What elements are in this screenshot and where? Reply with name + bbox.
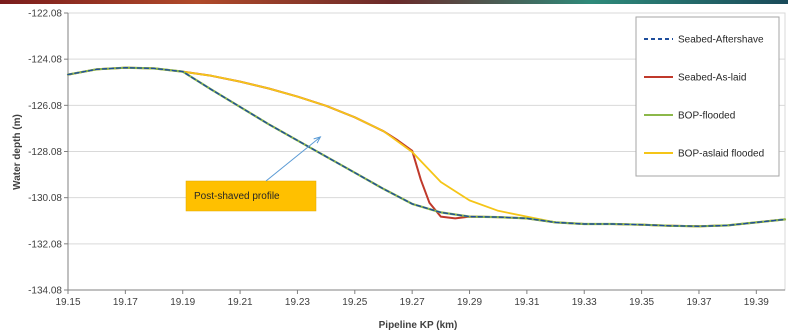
annotation-label: Post-shaved profile	[194, 191, 280, 202]
x-tick-label: 19.21	[228, 297, 253, 308]
x-tick-label: 19.27	[400, 297, 425, 308]
y-tick-label: -134.08	[28, 286, 62, 297]
x-tick-label: 19.35	[629, 297, 654, 308]
annotation-layer: Post-shaved profile	[185, 136, 322, 212]
x-axis-title: Pipeline KP (km)	[379, 320, 458, 331]
y-tick-label: -126.08	[28, 101, 62, 112]
x-tick-label: 19.15	[55, 297, 80, 308]
y-tick-label: -122.08	[28, 9, 62, 20]
annotation-arrow	[265, 136, 321, 182]
y-tick-label: -128.08	[28, 147, 62, 158]
top-image-strip	[0, 0, 788, 4]
y-axis-ticks: -122.08 -124.08 -126.08 -128.08 -130.08 -132.…	[28, 9, 68, 297]
x-axis-ticks: 19.15 19.17 19.19 19.21 19.23 19.25 19.27 19.29…	[55, 290, 769, 308]
y-tick-label: -130.08	[28, 193, 62, 204]
x-tick-label: 19.31	[514, 297, 539, 308]
series-layer	[66, 66, 787, 228]
y-axis-title: Water depth (m)	[12, 114, 23, 190]
x-tick-label: 19.19	[170, 297, 195, 308]
legend-label-seabed-as-laid: Seabed-As-laid	[678, 73, 746, 84]
legend-label-bop-aslaid-flooded: BOP-aslaid flooded	[678, 149, 764, 160]
x-tick-label: 19.29	[457, 297, 482, 308]
y-tick-label: -124.08	[28, 55, 62, 66]
x-tick-label: 19.17	[113, 297, 138, 308]
annotation-arrowhead	[313, 136, 322, 144]
x-tick-label: 19.23	[285, 297, 310, 308]
x-tick-label: 19.33	[572, 297, 597, 308]
x-tick-label: 19.39	[744, 297, 769, 308]
legend-label-bop-flooded: BOP-flooded	[678, 111, 735, 122]
x-tick-label: 19.25	[342, 297, 367, 308]
legend-label-seabed-aftershave: Seabed-Aftershave	[678, 35, 764, 46]
legend: Seabed-Aftershave Seabed-As-laid BOP-flood…	[635, 16, 780, 177]
annotation-box	[185, 180, 317, 212]
legend-box	[635, 16, 780, 177]
x-tick-label: 19.37	[686, 297, 711, 308]
series-line-seabed-aftershave	[67, 67, 786, 227]
y-tick-label: -132.08	[28, 239, 62, 250]
